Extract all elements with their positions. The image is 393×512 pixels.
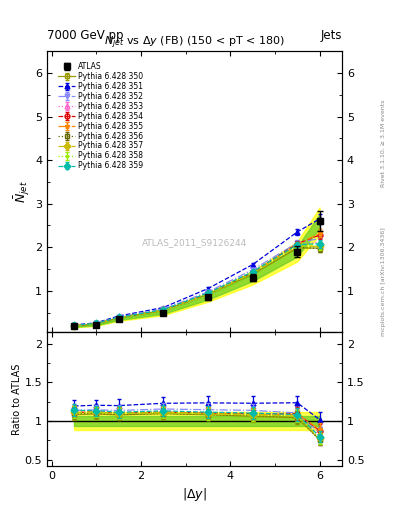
Text: Rivet 3.1.10, ≥ 3.1M events: Rivet 3.1.10, ≥ 3.1M events xyxy=(381,100,386,187)
Text: ATLAS_2011_S9126244: ATLAS_2011_S9126244 xyxy=(142,238,247,247)
Title: $N_{jet}$ vs $\Delta y$ (FB) (150 < pT < 180): $N_{jet}$ vs $\Delta y$ (FB) (150 < pT <… xyxy=(104,35,285,51)
Text: mcplots.cern.ch [arXiv:1306.3436]: mcplots.cern.ch [arXiv:1306.3436] xyxy=(381,227,386,336)
X-axis label: $|\Delta y|$: $|\Delta y|$ xyxy=(182,486,207,503)
Text: Jets: Jets xyxy=(320,29,342,42)
Y-axis label: $\bar{N}_{jet}$: $\bar{N}_{jet}$ xyxy=(13,180,32,203)
Text: 7000 GeV pp: 7000 GeV pp xyxy=(47,29,124,42)
Y-axis label: Ratio to ATLAS: Ratio to ATLAS xyxy=(12,364,22,435)
Legend: ATLAS, Pythia 6.428 350, Pythia 6.428 351, Pythia 6.428 352, Pythia 6.428 353, P: ATLAS, Pythia 6.428 350, Pythia 6.428 35… xyxy=(57,60,145,172)
